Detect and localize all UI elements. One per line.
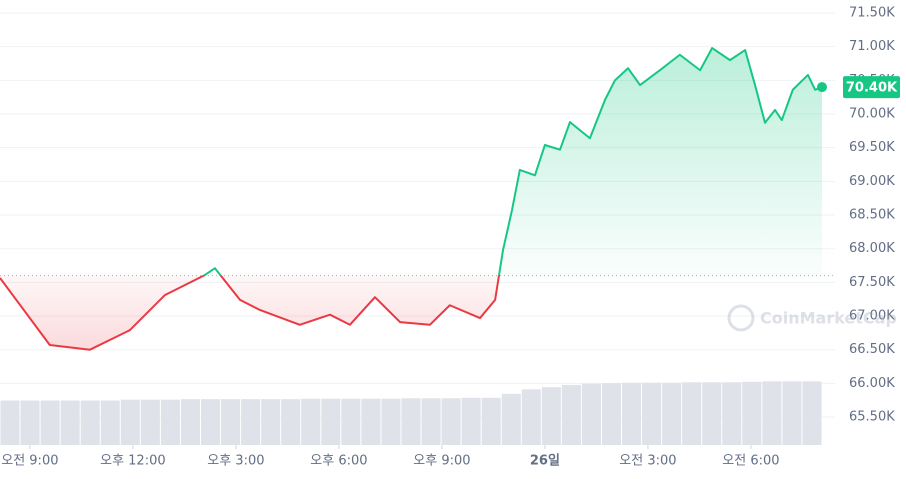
- y-tick-label: 68.00K: [849, 241, 895, 256]
- volume-bar: [401, 398, 421, 445]
- x-tick-label: 오후 6:00: [310, 454, 367, 469]
- volume-bar: [381, 398, 401, 445]
- volume-bar: [200, 399, 221, 445]
- watermark-text: CoinMarketCap: [760, 309, 897, 328]
- volume-bar: [301, 398, 321, 445]
- current-price-label: 70.40K: [846, 81, 898, 96]
- y-tick-label: 65.50K: [849, 410, 895, 425]
- volume-bar: [80, 400, 100, 445]
- volume-bar: [20, 400, 40, 445]
- volume-bar: [722, 382, 742, 445]
- volume-bar: [441, 398, 461, 445]
- x-tick-label: 오후 12:00: [100, 454, 166, 469]
- y-tick-label: 66.50K: [849, 342, 895, 357]
- volume-bar: [100, 400, 120, 445]
- volume-bar: [60, 400, 80, 445]
- volume-bar: [702, 382, 722, 445]
- y-tick-label: 69.00K: [849, 174, 895, 189]
- volume-bar: [461, 397, 481, 445]
- x-tick-label: 오후 9:00: [413, 454, 470, 469]
- volume-bar: [160, 399, 180, 445]
- y-tick-label: 68.50K: [849, 208, 895, 223]
- price-area: [0, 48, 822, 350]
- x-tick-label: 오전 6:00: [722, 454, 779, 469]
- volume-bar: [581, 383, 601, 445]
- volume-bar: [481, 397, 501, 445]
- volume-bar: [662, 382, 682, 445]
- volume-bar: [120, 399, 140, 445]
- x-tick-label: 오전 9:00: [1, 454, 58, 469]
- volume-bar: [421, 398, 441, 445]
- volume-bar: [501, 393, 521, 445]
- volume-bar: [361, 398, 381, 445]
- volume-bar: [802, 381, 822, 445]
- volume-bar: [40, 400, 60, 445]
- last-point: [817, 82, 827, 93]
- volume-bar: [261, 399, 281, 445]
- volume-bar: [241, 399, 261, 445]
- volume-bar: [642, 382, 662, 445]
- x-tick-label: 26일: [530, 454, 560, 469]
- y-tick-label: 71.50K: [849, 5, 895, 20]
- volume-bar: [622, 382, 642, 445]
- watermark: CoinMarketCap: [727, 304, 897, 332]
- volume-bar: [281, 399, 301, 445]
- x-tick-label: 오전 3:00: [619, 454, 676, 469]
- volume-bar: [762, 381, 782, 445]
- volume-bar: [321, 398, 341, 445]
- y-tick-label: 71.00K: [849, 39, 895, 54]
- current-price-box: [843, 76, 900, 99]
- volume-bar: [140, 399, 160, 445]
- y-tick-label: 66.00K: [849, 376, 895, 391]
- volume-bar: [601, 383, 622, 445]
- y-tick-label: 70.00K: [849, 107, 895, 122]
- x-tick-label: 오후 3:00: [207, 454, 264, 469]
- volume-bar: [521, 389, 541, 445]
- volume-bar: [541, 387, 561, 445]
- volume-bar: [782, 381, 802, 445]
- volume-bar: [0, 400, 20, 445]
- volume-bar: [221, 399, 241, 445]
- volume-bar: [180, 399, 200, 445]
- price-line: [0, 47, 823, 351]
- y-tick-label: 67.00K: [849, 309, 895, 324]
- y-tick-label: 69.50K: [849, 140, 895, 155]
- volume-bar: [341, 398, 361, 445]
- volume-bar: [682, 382, 702, 445]
- volume-bar: [561, 384, 581, 445]
- y-tick-label: 67.50K: [849, 275, 895, 290]
- volume-bar: [742, 381, 762, 445]
